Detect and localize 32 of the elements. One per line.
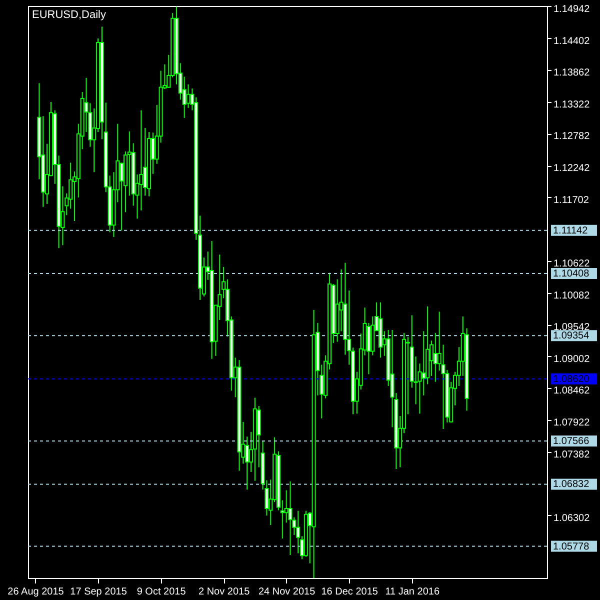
chart-title: EURUSD,Daily <box>32 9 106 21</box>
y-tick-label: 1.14402 <box>554 36 590 47</box>
x-tick-label: 2 Nov 2015 <box>198 586 250 598</box>
y-tick-label: 1.08462 <box>554 386 590 397</box>
ref-line-label: 1.10408 <box>553 268 590 280</box>
x-tick-label: 11 Jan 2016 <box>385 586 440 598</box>
x-tick-label: 16 Dec 2015 <box>321 586 378 598</box>
y-tick-label: 1.09002 <box>554 354 590 365</box>
y-tick-label: 1.11702 <box>554 194 590 206</box>
x-tick-label: 26 Aug 2015 <box>8 586 64 598</box>
x-tick-label: 9 Oct 2015 <box>136 586 186 598</box>
y-tick-label: 1.12242 <box>554 163 590 174</box>
y-tick-label: 1.07382 <box>554 449 590 460</box>
ref-line-label: 1.09354 <box>553 330 590 342</box>
ref-line-label: 1.11142 <box>553 225 588 236</box>
ref-line-label: 1.06832 <box>553 479 590 490</box>
candlestick <box>186 84 190 108</box>
y-tick-label: 1.12782 <box>554 131 590 142</box>
x-tick-label: 17 Sep 2015 <box>70 586 128 598</box>
candlestick <box>433 332 438 382</box>
y-tick-label: 1.13862 <box>554 68 590 79</box>
y-tick-label: 1.10622 <box>554 258 590 270</box>
ref-line-label: 1.08620 <box>553 374 590 385</box>
candlestick <box>288 480 292 556</box>
y-tick-label: 1.06302 <box>554 512 590 524</box>
y-tick-label: 1.10082 <box>554 290 590 302</box>
x-tick-label: 24 Nov 2015 <box>258 586 316 598</box>
ref-line-label: 1.05778 <box>553 541 590 552</box>
y-tick-label: 1.07922 <box>554 418 590 429</box>
ref-line-label: 1.07566 <box>553 436 590 447</box>
y-tick-label: 1.13322 <box>554 99 590 110</box>
y-tick-label: 1.14942 <box>554 4 590 15</box>
